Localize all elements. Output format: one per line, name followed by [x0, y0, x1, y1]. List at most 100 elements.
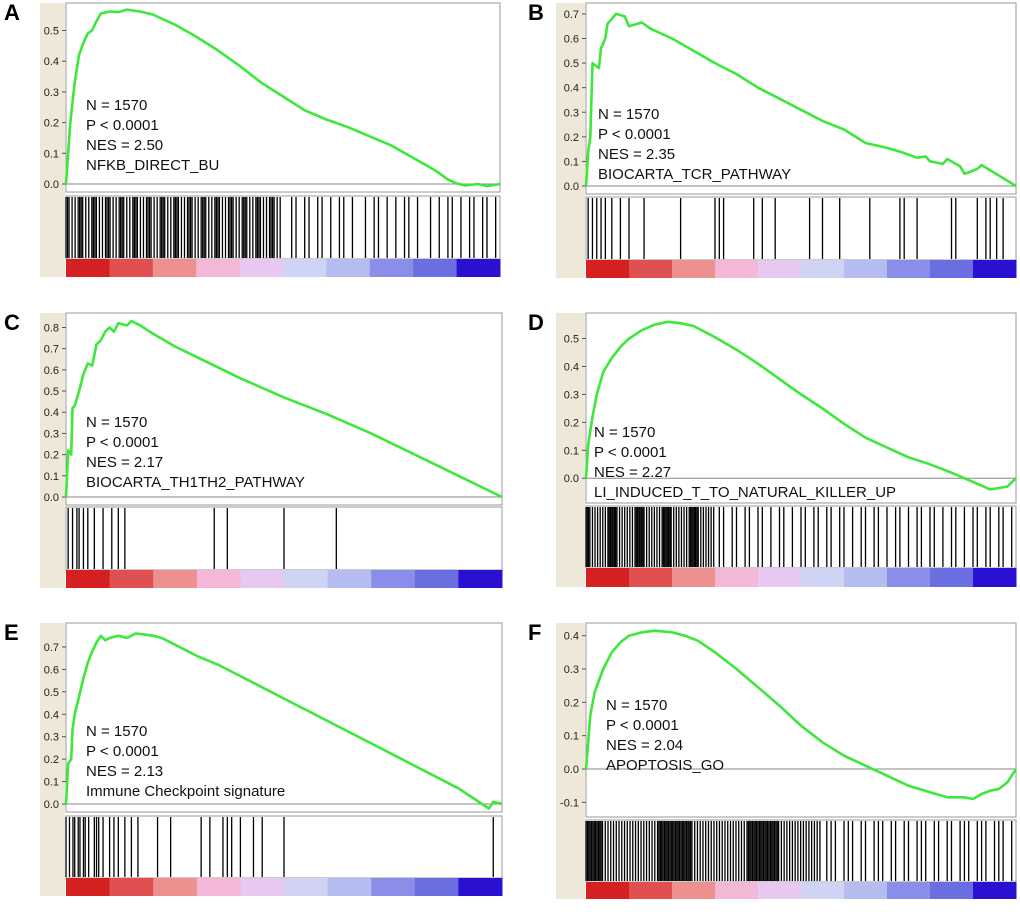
y-tick-label-f-3: 0.2	[564, 697, 579, 709]
color-bar-segment-f-8	[930, 882, 974, 899]
stat-p-f: P < 0.0001	[606, 717, 679, 734]
curve-frame-d	[585, 312, 1017, 504]
stat-nes-e: NES = 2.13	[86, 763, 164, 780]
stat-p-b: P < 0.0001	[598, 126, 671, 143]
y-tick-label-b-2: 0.2	[564, 132, 579, 144]
panel-label-f: F	[528, 620, 542, 645]
color-bar-segment-b-5	[801, 260, 845, 278]
plot-sidebar-d	[556, 313, 585, 587]
plot-sidebar-b	[556, 3, 585, 278]
stat-p-e: P < 0.0001	[86, 743, 159, 760]
stat-gene-set-e: Immune Checkpoint signature	[86, 783, 286, 800]
y-tick-label-d-0: 0.0	[564, 473, 579, 485]
color-bar-segment-d-0	[586, 568, 630, 587]
y-tick-label-b-7: 0.7	[564, 9, 579, 21]
color-bar-segment-c-9	[458, 570, 503, 588]
y-tick-label-f-4: 0.3	[564, 664, 579, 676]
y-tick-label-e-5: 0.5	[44, 687, 59, 699]
y-tick-label-a-1: 0.1	[44, 148, 59, 160]
color-bar-segment-d-2	[672, 568, 716, 587]
color-bar-segment-d-3	[715, 568, 759, 587]
color-bar-segment-f-6	[844, 882, 888, 899]
y-tick-label-c-7: 0.7	[44, 344, 59, 356]
stat-gene-set-f: APOPTOSIS_GO	[606, 757, 725, 774]
stat-gene-set-b: BIOCARTA_TCR_PATHWAY	[598, 166, 792, 183]
color-bar-segment-a-1	[109, 259, 154, 277]
color-bar-segment-e-0	[66, 878, 111, 896]
stat-n-e: N = 1570	[86, 723, 148, 740]
y-tick-label-c-2: 0.2	[44, 450, 59, 462]
color-bar-segment-d-1	[629, 568, 673, 587]
stats-block-e: N = 1570 P < 0.0001 NES = 2.13 Immune Ch…	[86, 722, 285, 802]
stat-p-a: P < 0.0001	[86, 117, 159, 134]
stat-gene-set-d: LI_INDUCED_T_TO_NATURAL_KILLER_UP	[594, 484, 897, 501]
gsea-panel-d: D 0.0 0.1 0.2 0.3 0.4 0.5 N = 1570 P < 0.0001…	[510, 310, 1020, 610]
enrichment-curve-d	[584, 320, 1017, 491]
color-bar-segment-d-4	[758, 568, 802, 587]
color-bar-segment-c-6	[327, 570, 372, 588]
color-bar-segment-c-7	[371, 570, 416, 588]
gsea-chart-f: -0.1 0.0 0.1 0.2 0.3 0.4	[556, 622, 1018, 899]
enrichment-curve-b	[584, 12, 1017, 188]
color-bar-segment-b-7	[887, 260, 931, 278]
curve-frame-c	[65, 312, 503, 506]
barcode-frame-b	[585, 196, 1017, 261]
y-tick-label-d-5: 0.5	[564, 334, 579, 346]
stat-nes-d: NES = 2.27	[594, 464, 672, 481]
panel-label-c: C	[4, 310, 20, 335]
color-bar-segment-c-4	[240, 570, 285, 588]
plot-sidebar-c	[40, 313, 65, 588]
stat-nes-f: NES = 2.04	[606, 737, 684, 754]
y-tick-label-a-4: 0.4	[44, 56, 59, 68]
panel-label-d: D	[528, 310, 544, 335]
color-bar-segment-a-9	[456, 259, 501, 277]
y-tick-label-c-5: 0.5	[44, 386, 59, 398]
color-bar-segment-c-1	[109, 570, 154, 588]
color-bar-segment-e-6	[327, 878, 372, 896]
color-bar-segment-f-5	[801, 882, 845, 899]
plot-sidebar-a	[40, 3, 65, 277]
y-tick-label-c-1: 0.1	[44, 471, 59, 483]
color-bar-segment-e-1	[109, 878, 154, 896]
plot-sidebar-f	[556, 623, 585, 899]
stat-n-f: N = 1570	[606, 697, 668, 714]
color-bar-segment-e-8	[414, 878, 459, 896]
stat-n-a: N = 1570	[86, 97, 148, 114]
color-bar-segment-b-2	[672, 260, 716, 278]
color-bar-segment-c-8	[414, 570, 459, 588]
color-bar-segment-a-3	[196, 259, 241, 277]
gsea-chart-e: 0.0 0.1 0.2 0.3 0.4 0.5 0.6 0.7	[40, 622, 503, 896]
enrichment-curve-a	[64, 8, 501, 188]
y-tick-label-a-2: 0.2	[44, 118, 59, 130]
stat-n-c: N = 1570	[86, 414, 148, 431]
color-bar-segment-e-7	[371, 878, 416, 896]
color-bar-segment-e-2	[153, 878, 198, 896]
color-bar-segment-c-2	[153, 570, 198, 588]
y-tick-label-b-6: 0.6	[564, 34, 579, 46]
stat-p-d: P < 0.0001	[594, 444, 667, 461]
color-bar-segment-a-0	[66, 259, 110, 277]
color-bar-segment-b-4	[758, 260, 802, 278]
y-tick-label-e-1: 0.1	[44, 777, 59, 789]
color-bar-segment-a-5	[283, 259, 327, 277]
gsea-panel-c: C 0.0 0.1 0.2 0.3 0.4 0.5 0.6 0.7 0.8 N = 1570 P…	[0, 310, 510, 610]
stat-nes-c: NES = 2.17	[86, 454, 164, 471]
curve-frame-e	[65, 622, 503, 813]
y-tick-label-c-3: 0.3	[44, 428, 59, 440]
color-bar-segment-a-7	[369, 259, 414, 277]
color-bar-segment-a-4	[239, 259, 284, 277]
y-tick-label-f-0: -0.1	[560, 797, 579, 809]
y-tick-label-c-4: 0.4	[44, 407, 59, 419]
y-tick-label-d-1: 0.1	[564, 445, 579, 457]
color-bar-segment-c-0	[66, 570, 111, 588]
color-bar-segment-d-8	[930, 568, 974, 587]
y-tick-label-e-6: 0.6	[44, 664, 59, 676]
color-bar-segment-b-6	[844, 260, 888, 278]
color-bar-segment-c-5	[284, 570, 329, 588]
y-tick-label-e-4: 0.4	[44, 709, 59, 721]
gsea-panel-e: E 0.0 0.1 0.2 0.3 0.4 0.5 0.6 0.7 N = 1570 P < …	[0, 620, 510, 920]
stat-nes-b: NES = 2.35	[598, 146, 676, 163]
stat-p-c: P < 0.0001	[86, 434, 159, 451]
stat-gene-set-c: BIOCARTA_TH1TH2_PATHWAY	[86, 474, 305, 491]
y-tick-label-b-3: 0.3	[564, 107, 579, 119]
